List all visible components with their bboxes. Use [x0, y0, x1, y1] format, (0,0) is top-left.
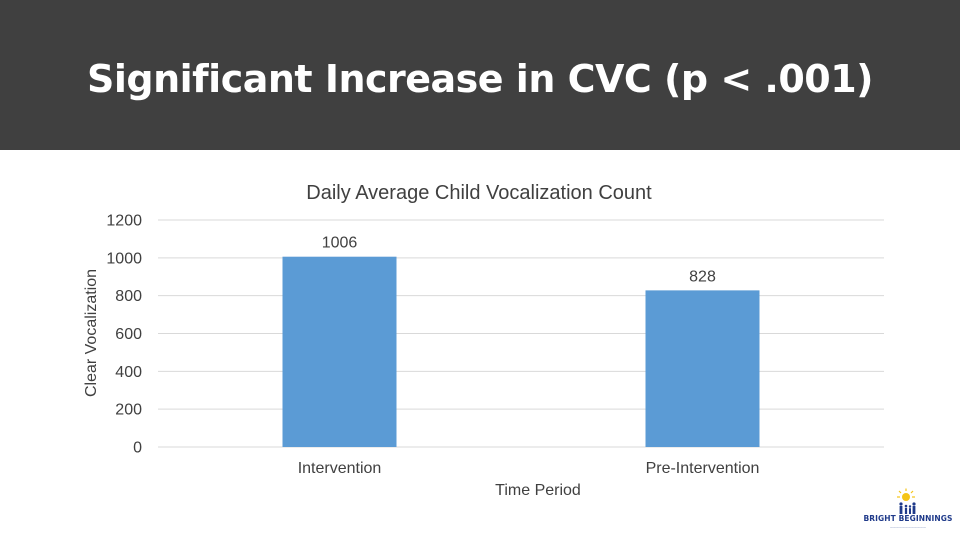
title-bar: Significant Increase in CVC (p < .001) — [0, 0, 960, 150]
family-icon — [899, 502, 916, 514]
x-tick-label: Pre-Intervention — [646, 460, 760, 477]
bar-chart: Daily Average Child Vocalization Count 0… — [83, 182, 884, 499]
bar-intervention — [282, 256, 397, 447]
x-tick-labels: Intervention Pre-Intervention — [298, 460, 760, 477]
y-axis-title: Clear Vocalization — [83, 269, 100, 397]
y-tick-label: 1000 — [106, 250, 142, 267]
logo-tagline: ———————————— — [890, 525, 926, 529]
y-tick-labels: 0 200 400 600 800 1000 1200 — [106, 213, 142, 457]
y-tick-label: 800 — [115, 288, 142, 305]
y-tick-label: 200 — [115, 402, 142, 419]
x-axis-title: Time Period — [495, 482, 581, 499]
y-tick-label: 0 — [133, 440, 142, 457]
bright-beginnings-logo: BRIGHT BEGINNINGS ———————————— — [858, 488, 958, 536]
bars — [282, 256, 760, 447]
chart-title: Daily Average Child Vocalization Count — [306, 182, 652, 204]
logo-name: BRIGHT BEGINNINGS — [863, 514, 953, 523]
data-labels: 1006 828 — [322, 235, 716, 286]
data-label: 1006 — [322, 235, 358, 252]
sun-icon — [897, 488, 915, 501]
gridlines — [158, 219, 884, 448]
slide-title: Significant Increase in CVC (p < .001) — [86, 57, 874, 101]
data-label: 828 — [689, 268, 716, 285]
y-tick-label: 600 — [115, 326, 142, 343]
bar-pre-intervention — [645, 290, 760, 447]
y-tick-label: 400 — [115, 364, 142, 381]
x-tick-label: Intervention — [298, 460, 382, 477]
y-tick-label: 1200 — [106, 213, 142, 230]
